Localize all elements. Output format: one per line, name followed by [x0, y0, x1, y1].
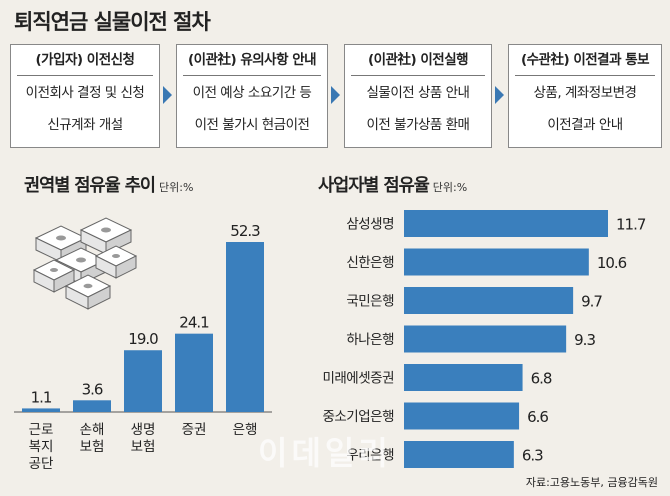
bar	[404, 325, 567, 353]
tick-label: 삼성생명	[346, 217, 394, 233]
step-2-line-1: 이전 예상 소요기간 등	[192, 85, 312, 101]
right-chart-unit: 단위:%	[432, 181, 468, 194]
left-chart-unit: 단위:%	[159, 181, 194, 194]
step-3-box: (이관社) 이전실행 실물이전 상품 안내 이전 불가상품 환매	[344, 44, 492, 148]
procedure-steps: (가입자) 이전신청 이전회사 결정 및 신청 신규계좌 개설 (이관社) 유의…	[10, 44, 662, 148]
bar	[404, 248, 589, 276]
tick-label: 은행	[233, 422, 258, 438]
tick-label: 증권	[182, 422, 207, 438]
bar	[73, 400, 111, 412]
step-4-box: (수관社) 이전결과 통보 상품, 계좌정보변경 이전결과 안내	[508, 44, 662, 148]
right-chart-title-text: 사업자별 점유율	[318, 176, 430, 196]
bar	[175, 333, 213, 412]
stacked-money-bundles-icon	[32, 217, 138, 310]
step-4-divider	[515, 75, 655, 76]
tick-label: 근로	[29, 422, 54, 438]
page-title: 퇴직연금 실물이전 절차	[14, 10, 211, 34]
step-3-line-2: 이전 불가상품 환매	[366, 117, 470, 133]
tick-label: 중소기업은행	[322, 409, 394, 425]
data-label: 10.6	[597, 254, 627, 272]
data-label: 9.7	[581, 293, 602, 311]
tick-label: 공단	[29, 456, 54, 472]
tick-label: 생명	[131, 422, 156, 438]
tick-label: 신한은행	[346, 255, 394, 271]
data-label: 19.0	[128, 330, 158, 348]
step-4-line-2: 이전결과 안내	[547, 117, 623, 133]
data-label: 9.3	[574, 331, 595, 349]
watermark-logo: 이데일리	[258, 434, 392, 472]
data-label: 1.1	[31, 388, 52, 406]
step-3-divider	[351, 75, 485, 76]
data-label: 6.6	[527, 408, 548, 426]
step-1-divider	[17, 75, 153, 76]
step-2-heading: (이관社) 유의사항 안내	[187, 52, 317, 68]
left-chart-title-text: 권역별 점유율 추이	[24, 176, 156, 196]
bar	[404, 402, 520, 430]
tick-label: 손해	[80, 422, 105, 438]
step-2-line-2: 이전 불가시 현금이전	[194, 117, 310, 133]
step-1-heading: (가입자) 이전신청	[35, 52, 135, 68]
step-1-line-2: 신규계좌 개설	[47, 117, 123, 133]
tick-label: 하나은행	[346, 332, 394, 348]
step-4-heading: (수관社) 이전결과 통보	[520, 52, 650, 68]
source-note: 자료:고용노동부, 금융감독원	[525, 476, 658, 489]
step-arrow-3	[495, 86, 504, 104]
step-1-line-1: 이전회사 결정 및 신청	[25, 85, 145, 101]
step-1-box: (가입자) 이전신청 이전회사 결정 및 신청 신규계좌 개설	[10, 44, 160, 148]
tick-label: 보험	[131, 439, 156, 455]
bar	[404, 364, 523, 391]
tick-label: 우리은행	[346, 448, 394, 464]
step-2-box: (이관社) 유의사항 안내 이전 예상 소요기간 등 이전 불가시 현금이전	[176, 44, 328, 148]
tick-label: 미래에셋증권	[322, 371, 394, 387]
data-label: 6.3	[522, 447, 543, 465]
data-label: 52.3	[230, 222, 260, 240]
bar	[404, 441, 514, 468]
step-arrow-2	[331, 86, 340, 104]
step-arrow-1	[163, 86, 172, 104]
tick-label: 국민은행	[346, 294, 394, 310]
step-4-line-1: 상품, 계좌정보변경	[533, 85, 637, 101]
bar	[404, 210, 608, 237]
tick-label: 복지	[29, 439, 54, 455]
bar	[226, 242, 264, 412]
right-chart-title: 사업자별 점유율 단위:%	[318, 172, 467, 197]
left-chart-title: 권역별 점유율 추이 단위:%	[24, 172, 193, 197]
step-2-divider	[183, 75, 321, 76]
data-label: 3.6	[82, 380, 103, 398]
step-3-line-1: 실물이전 상품 안내	[366, 85, 470, 101]
tick-label: 보험	[80, 439, 105, 455]
data-label: 11.7	[616, 216, 646, 234]
bar	[22, 408, 60, 412]
bar	[404, 287, 574, 314]
data-label: 24.1	[179, 314, 209, 332]
bar	[124, 350, 162, 412]
step-3-heading: (이관社) 이전실행	[367, 52, 469, 68]
data-label: 6.8	[531, 370, 552, 388]
